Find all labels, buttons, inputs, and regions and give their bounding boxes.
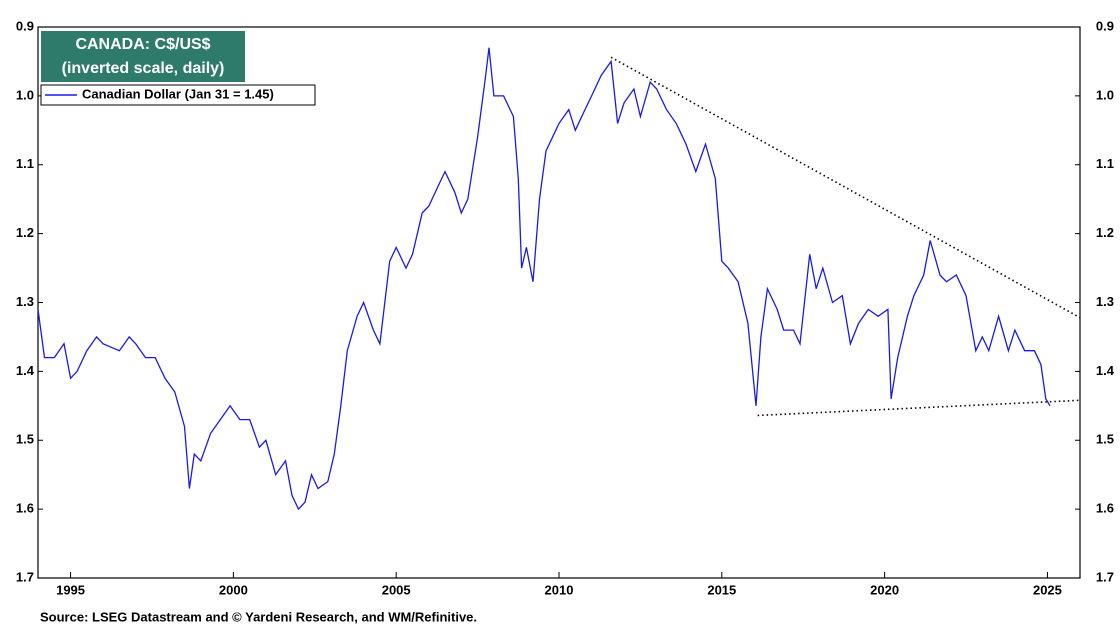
trend-line (610, 56, 1081, 319)
x-tick-label: 2025 (1033, 582, 1062, 597)
y-tick-label-right: 1.6 (1096, 501, 1114, 516)
y-tick-label: 1.3 (16, 294, 34, 309)
series-line (37, 47, 1051, 511)
y-tick-label: 1.5 (16, 432, 34, 447)
y-tick-label-right: 1.1 (1096, 156, 1114, 171)
y-tick-label-right: 1.7 (1096, 569, 1114, 584)
y-tick-label: 1.4 (16, 363, 35, 378)
legend (40, 84, 316, 106)
y-tick-label: 1.2 (16, 225, 34, 240)
x-tick-label: 2020 (870, 582, 899, 597)
y-tick-label-right: 1.4 (1096, 363, 1115, 378)
y-tick-label-right: 1.3 (1096, 294, 1114, 309)
plot-frame (37, 26, 1081, 579)
title-box (41, 31, 245, 82)
y-tick-label-right: 1.2 (1096, 225, 1114, 240)
chart-subtitle: (inverted scale, daily) (62, 60, 225, 77)
x-tick-label: 2005 (382, 582, 411, 597)
y-tick-label: 0.9 (16, 18, 34, 33)
y-tick-label: 1.1 (16, 156, 34, 171)
legend-label: Canadian Dollar (Jan 31 = 1.45) (82, 86, 274, 101)
y-tick-label-right: 0.9 (1096, 18, 1114, 33)
trend-line (757, 399, 1081, 417)
y-tick-label-right: 1.5 (1096, 432, 1114, 447)
y-tick-label: 1.7 (16, 569, 34, 584)
x-tick-label: 2010 (545, 582, 574, 597)
y-tick-label: 1.6 (16, 501, 34, 516)
x-tick-label: 2015 (707, 582, 736, 597)
y-tick-label: 1.0 (16, 87, 34, 102)
source: Source: LSEG Datastream and © Yardeni Re… (40, 609, 477, 624)
y-tick-label-right: 1.0 (1096, 87, 1114, 102)
x-tick-label: 2000 (219, 582, 248, 597)
chart-title: CANADA: C$/US$ (75, 36, 210, 53)
x-tick-label: 1995 (56, 582, 85, 597)
